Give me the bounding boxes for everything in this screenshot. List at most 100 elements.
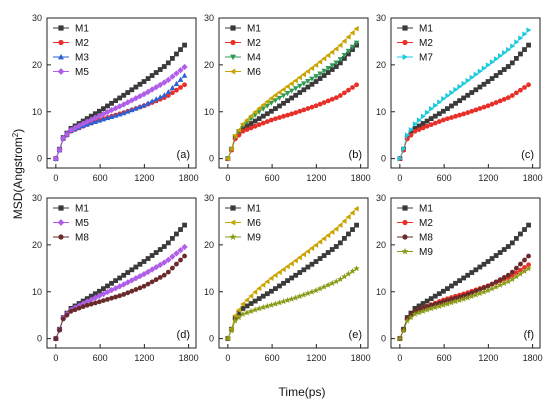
panel-4: 0 600 1200 1800 0 10 20 30 M1 M5 M8 (d) (32, 193, 199, 363)
data-point (473, 87, 479, 93)
data-point (518, 87, 523, 93)
data-point (337, 93, 343, 98)
data-point (141, 102, 147, 108)
data-point (153, 70, 159, 75)
y-tick-label: 0 (37, 154, 42, 164)
data-point (457, 112, 462, 118)
data-point (144, 88, 152, 95)
data-point (449, 89, 455, 96)
data-point (489, 76, 495, 81)
legend-marker (229, 233, 237, 240)
legend-marker (229, 219, 236, 226)
data-point (285, 112, 290, 118)
legend: M1 M5 M8 (53, 204, 89, 244)
data-point (465, 92, 471, 98)
data-point (133, 105, 139, 111)
x-tick-label: 600 (265, 353, 280, 363)
panel-label: (b) (349, 149, 362, 161)
data-point (289, 111, 295, 117)
data-point (440, 288, 446, 294)
data-point (96, 292, 103, 299)
data-point (349, 30, 355, 36)
data-point (169, 253, 176, 260)
data-point (457, 83, 463, 90)
data-point (345, 270, 352, 277)
data-point (273, 116, 278, 122)
data-point (235, 314, 243, 321)
y-tick-label: 20 (204, 240, 214, 250)
data-point (433, 102, 439, 109)
data-point (88, 301, 94, 307)
x-tick-label: 600 (437, 173, 452, 183)
data-point (444, 300, 451, 307)
data-point (240, 121, 246, 127)
data-point (493, 56, 499, 62)
data-point (292, 86, 299, 92)
data-point (244, 127, 250, 133)
data-point (268, 275, 274, 282)
panel-label: (d) (177, 329, 190, 341)
data-point (453, 100, 458, 106)
legend-label: M5 (75, 218, 89, 229)
data-point (149, 73, 155, 78)
data-point (333, 95, 339, 101)
data-point (411, 310, 419, 317)
data-point (281, 280, 286, 286)
y-axis-title: MSD(Angstrom2) (11, 129, 25, 219)
data-point (84, 298, 91, 305)
data-point (461, 95, 467, 101)
data-point (416, 127, 422, 133)
data-point (419, 307, 427, 314)
data-point (260, 282, 266, 288)
data-point (157, 247, 163, 252)
data-point (485, 79, 491, 84)
data-point (525, 265, 532, 272)
data-point (161, 259, 168, 266)
data-point (117, 95, 123, 101)
data-point (522, 47, 527, 52)
data-point (137, 103, 143, 110)
data-point (509, 269, 515, 275)
data-point (108, 287, 115, 294)
data-point (420, 125, 426, 131)
data-point (407, 314, 415, 321)
data-point (424, 109, 431, 116)
data-point (276, 89, 282, 96)
y-tick-label: 30 (204, 13, 214, 23)
y-tick-label: 10 (204, 107, 214, 117)
data-point (313, 259, 319, 264)
legend: M1 M6 M9 (225, 204, 261, 244)
data-point (145, 281, 151, 287)
data-point (182, 222, 187, 228)
data-point (129, 87, 135, 93)
y-tick-label: 0 (209, 334, 214, 344)
data-point (178, 85, 183, 90)
panel-2: 0 600 1200 1800 0 10 20 30 M1 M2 M4 M6 (b) (204, 13, 371, 183)
data-point (518, 35, 524, 41)
data-point (481, 285, 487, 291)
data-point (141, 79, 147, 84)
data-point (157, 261, 164, 268)
data-point (440, 117, 446, 123)
legend-marker (58, 25, 64, 31)
data-point (518, 261, 523, 267)
data-point (169, 90, 175, 96)
y-tick-label: 10 (204, 287, 214, 297)
data-point (252, 123, 258, 129)
data-point (488, 285, 496, 292)
data-point (305, 78, 311, 85)
data-point (92, 291, 98, 297)
data-point (518, 267, 523, 273)
data-point (256, 296, 262, 302)
data-point (232, 312, 238, 319)
data-point (481, 81, 487, 87)
data-point (337, 60, 343, 66)
x-tick-label: 0 (53, 173, 58, 183)
panels-group: 0 600 1200 1800 0 10 20 30 M1 M2 M3 M5 (a) 0 600 1200 18… (32, 13, 543, 363)
data-point (453, 113, 458, 119)
data-point (133, 84, 139, 90)
data-point (509, 60, 515, 66)
data-point (309, 104, 315, 110)
data-point (285, 278, 290, 284)
x-tick-label: 1200 (134, 173, 154, 183)
